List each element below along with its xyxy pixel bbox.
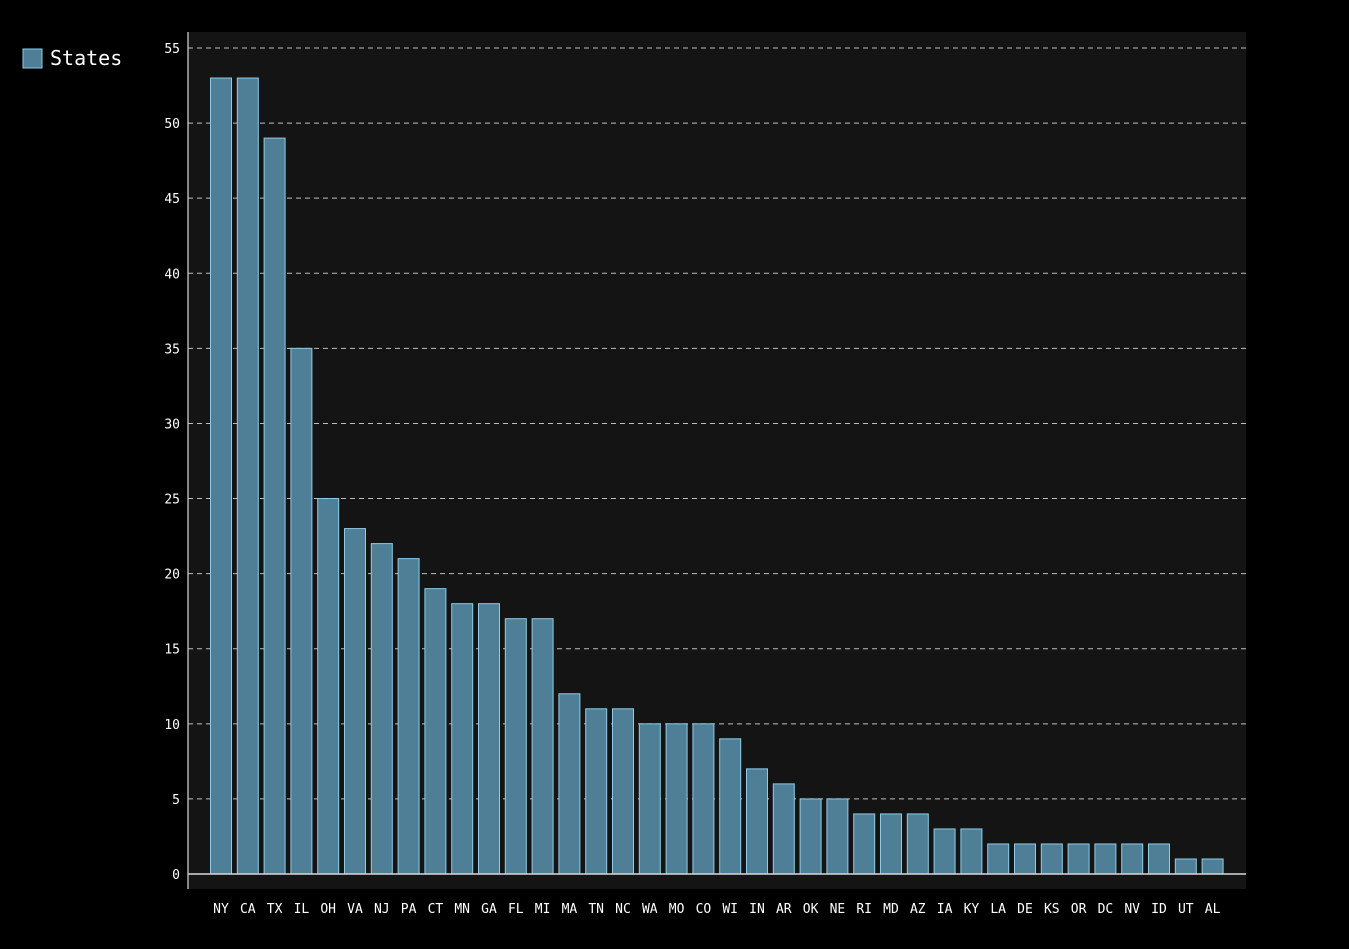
bar-wa xyxy=(638,723,661,875)
x-tick-label: DE xyxy=(1017,902,1033,917)
bar-or xyxy=(1067,843,1090,875)
bar-oh xyxy=(317,498,340,875)
bar-ga xyxy=(478,603,500,875)
y-tick-label: 5 xyxy=(172,793,180,808)
bar-ar xyxy=(772,783,795,875)
x-tick-label: WA xyxy=(642,902,658,917)
x-tick-label: NE xyxy=(830,902,846,917)
x-tick-label: MN xyxy=(454,902,470,917)
bar-ct xyxy=(424,588,447,875)
x-tick-label: RI xyxy=(856,902,872,917)
bar-il xyxy=(290,347,313,875)
y-tick-label: 35 xyxy=(164,342,180,357)
x-tick-label: MI xyxy=(535,902,551,917)
bar-ri xyxy=(853,813,876,875)
bar-ny xyxy=(210,77,232,875)
legend: States xyxy=(22,46,122,70)
x-tick-label: CO xyxy=(696,902,712,917)
x-tick-label: OH xyxy=(320,902,336,917)
bar-ca xyxy=(236,77,259,875)
y-tick-label: 50 xyxy=(164,117,180,132)
x-tick-label: DC xyxy=(1098,902,1114,917)
y-tick-label: 25 xyxy=(164,493,180,508)
x-tick-label: NC xyxy=(615,902,631,917)
x-tick-label: NY xyxy=(213,902,229,917)
x-tick-label: AR xyxy=(776,902,792,917)
legend-swatch-states xyxy=(22,48,43,69)
bar-ma xyxy=(558,693,581,875)
bar-tx xyxy=(263,137,286,875)
bar-la xyxy=(987,843,1010,875)
y-tick-label: 20 xyxy=(164,568,180,583)
bar-fl xyxy=(504,618,527,875)
x-tick-label: LA xyxy=(990,902,1006,917)
x-tick-label: CA xyxy=(240,902,256,917)
y-tick-label: 45 xyxy=(164,192,180,207)
bar-ks xyxy=(1040,843,1063,875)
x-tick-label: NV xyxy=(1124,902,1140,917)
bar-ok xyxy=(799,798,822,875)
x-tick-label: TX xyxy=(267,902,283,917)
x-tick-label: WI xyxy=(722,902,738,917)
bar-va xyxy=(344,528,366,875)
y-tick-labels: 0 5 10 15 20 25 30 35 40 45 50 55 xyxy=(164,42,180,883)
x-tick-label: GA xyxy=(481,902,497,917)
bar-md xyxy=(880,813,902,875)
bar-nv xyxy=(1121,843,1144,875)
bar-wi xyxy=(719,738,742,875)
bar-az xyxy=(906,813,929,875)
bar-co xyxy=(692,723,715,875)
x-tick-label: PA xyxy=(401,902,417,917)
y-tick-label: 10 xyxy=(164,718,180,733)
x-tick-label: MA xyxy=(562,902,578,917)
x-tick-label: ID xyxy=(1151,902,1167,917)
x-tick-label: OR xyxy=(1071,902,1087,917)
x-tick-label: AZ xyxy=(910,902,926,917)
x-tick-label: FL xyxy=(508,902,524,917)
x-tick-label: UT xyxy=(1178,902,1194,917)
bar-tn xyxy=(585,708,608,875)
x-tick-label: KY xyxy=(964,902,980,917)
bar-nc xyxy=(612,708,634,875)
x-tick-label: IL xyxy=(294,902,310,917)
bar-dc xyxy=(1094,843,1117,875)
x-tick-label: TN xyxy=(588,902,604,917)
axes xyxy=(187,32,1246,889)
y-tick-label: 55 xyxy=(164,42,180,57)
bar-ky xyxy=(960,828,983,875)
bar-mi xyxy=(531,618,554,875)
bar-nj xyxy=(370,543,393,875)
bar-id xyxy=(1148,843,1170,875)
y-tick-label: 30 xyxy=(164,417,180,432)
bar-al xyxy=(1201,858,1224,875)
x-tick-labels: NY CA TX IL OH VA NJ PA CT MN GA FL MI MA TN NC WA MO CO WI… xyxy=(213,902,1220,917)
bar-de xyxy=(1014,843,1036,875)
bar-pa xyxy=(397,558,420,875)
x-tick-label: CT xyxy=(428,902,444,917)
x-tick-label: MD xyxy=(883,902,899,917)
x-tick-label: VA xyxy=(347,902,363,917)
x-tick-label: AL xyxy=(1205,902,1221,917)
x-tick-label: MO xyxy=(669,902,685,917)
bar-in xyxy=(746,768,768,875)
legend-label-states: States xyxy=(50,46,122,70)
x-tick-label: NJ xyxy=(374,902,390,917)
x-tick-label: IN xyxy=(749,902,765,917)
y-tick-label: 40 xyxy=(164,267,180,282)
bar-mn xyxy=(451,603,474,875)
y-tick-label: 0 xyxy=(172,868,180,883)
bar-ut xyxy=(1174,858,1197,875)
x-tick-label: KS xyxy=(1044,902,1060,917)
bar-ne xyxy=(826,798,849,875)
x-tick-label: IA xyxy=(937,902,953,917)
x-tick-label: OK xyxy=(803,902,819,917)
bar-mo xyxy=(665,723,688,875)
bars xyxy=(210,77,1224,875)
y-tick-label: 15 xyxy=(164,643,180,658)
bar-ia xyxy=(933,828,956,875)
